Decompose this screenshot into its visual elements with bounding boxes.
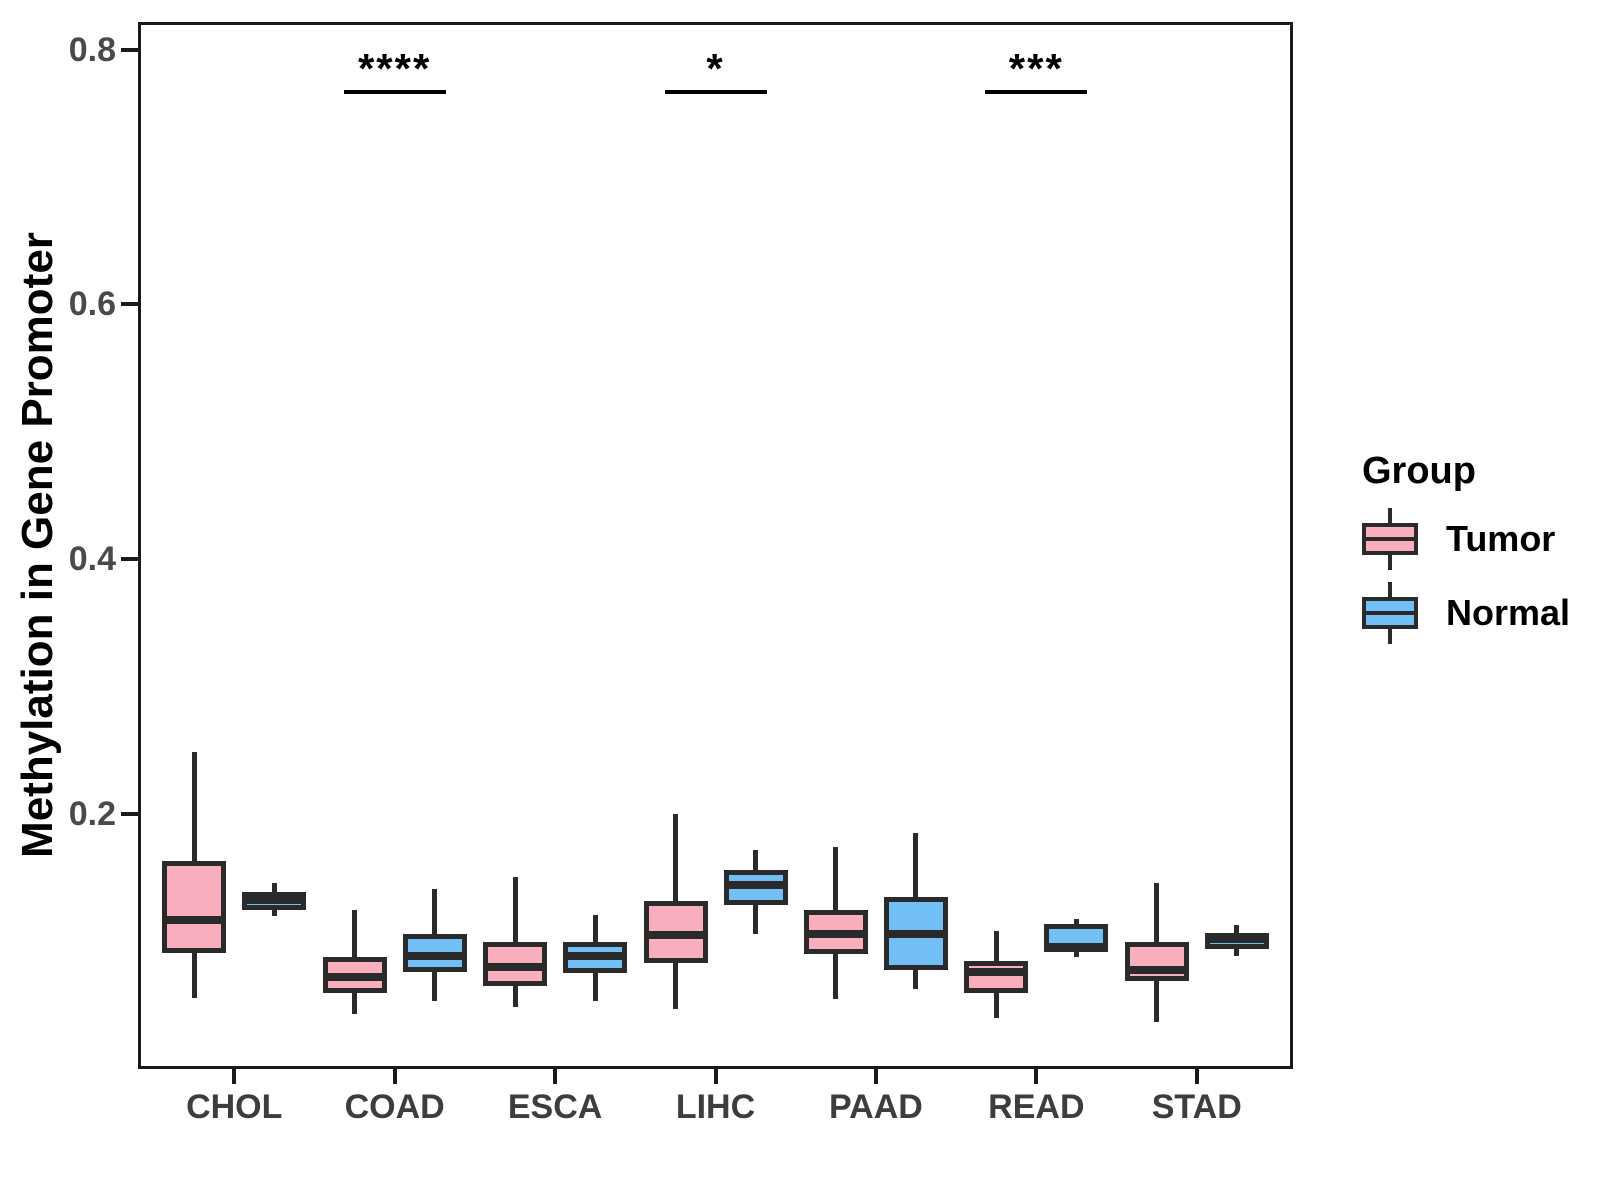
x-tick-mark (1194, 1069, 1199, 1084)
glyph-median (1362, 537, 1418, 541)
y-tick-mark (121, 557, 138, 562)
significance-line-read (985, 90, 1088, 94)
y-tick-mark (121, 302, 138, 307)
y-tick-label: 0.8 (68, 30, 116, 69)
median-normal (402, 951, 467, 960)
x-category-label: STAD (1151, 1088, 1242, 1126)
x-category-label: LIHC (675, 1088, 756, 1126)
median-tumor (643, 931, 708, 940)
x-tick-mark (232, 1069, 237, 1084)
median-normal (1044, 942, 1109, 951)
x-tick-mark (873, 1069, 878, 1084)
median-tumor (162, 915, 227, 924)
median-tumor (803, 929, 868, 938)
significance-stars-read: *** (1008, 45, 1064, 92)
median-normal (1204, 935, 1269, 944)
x-category-label: ESCA (507, 1088, 603, 1126)
plot-panel (138, 22, 1293, 1069)
median-normal (563, 951, 628, 960)
legend-title: Group (1362, 450, 1476, 492)
median-normal (723, 881, 788, 890)
legend-entry-tumor: Tumor (1362, 507, 1570, 571)
x-category-label: COAD (344, 1088, 445, 1126)
median-tumor (964, 968, 1029, 977)
y-tick-mark (121, 47, 138, 52)
x-tick-mark (713, 1069, 718, 1084)
legend-label-normal: Normal (1446, 592, 1571, 633)
y-tick-label: 0.2 (68, 795, 116, 834)
box-tumor-read (964, 960, 1029, 993)
boxplot-glyph-normal (1362, 582, 1418, 644)
x-tick-mark (392, 1069, 397, 1084)
x-tick-mark (553, 1069, 558, 1084)
box-tumor-chol (162, 861, 227, 954)
median-tumor (1124, 965, 1189, 974)
glyph-median (1362, 611, 1418, 615)
significance-line-coad (343, 90, 446, 94)
y-tick-mark (121, 812, 138, 817)
significance-stars-lihc: * (706, 45, 725, 92)
box-tumor-stad (1124, 941, 1189, 982)
y-tick-label: 0.6 (68, 285, 116, 324)
x-tick-mark (1034, 1069, 1039, 1084)
legend: Group Tumor Normal (1362, 450, 1570, 655)
y-tick-label: 0.4 (68, 540, 116, 579)
boxplot-glyph-tumor (1362, 508, 1418, 570)
median-normal (883, 929, 948, 938)
legend-label-tumor: Tumor (1446, 518, 1556, 559)
x-category-label: PAAD (828, 1088, 923, 1126)
median-tumor (483, 963, 548, 972)
median-normal (242, 895, 307, 904)
legend-entry-normal: Normal (1362, 581, 1570, 645)
whisker-tumor (512, 876, 518, 1007)
x-category-label: CHOL (186, 1088, 283, 1126)
median-tumor (322, 973, 387, 982)
significance-line-lihc (664, 90, 767, 94)
x-category-label: READ (988, 1088, 1085, 1126)
significance-stars-coad: **** (357, 45, 432, 92)
